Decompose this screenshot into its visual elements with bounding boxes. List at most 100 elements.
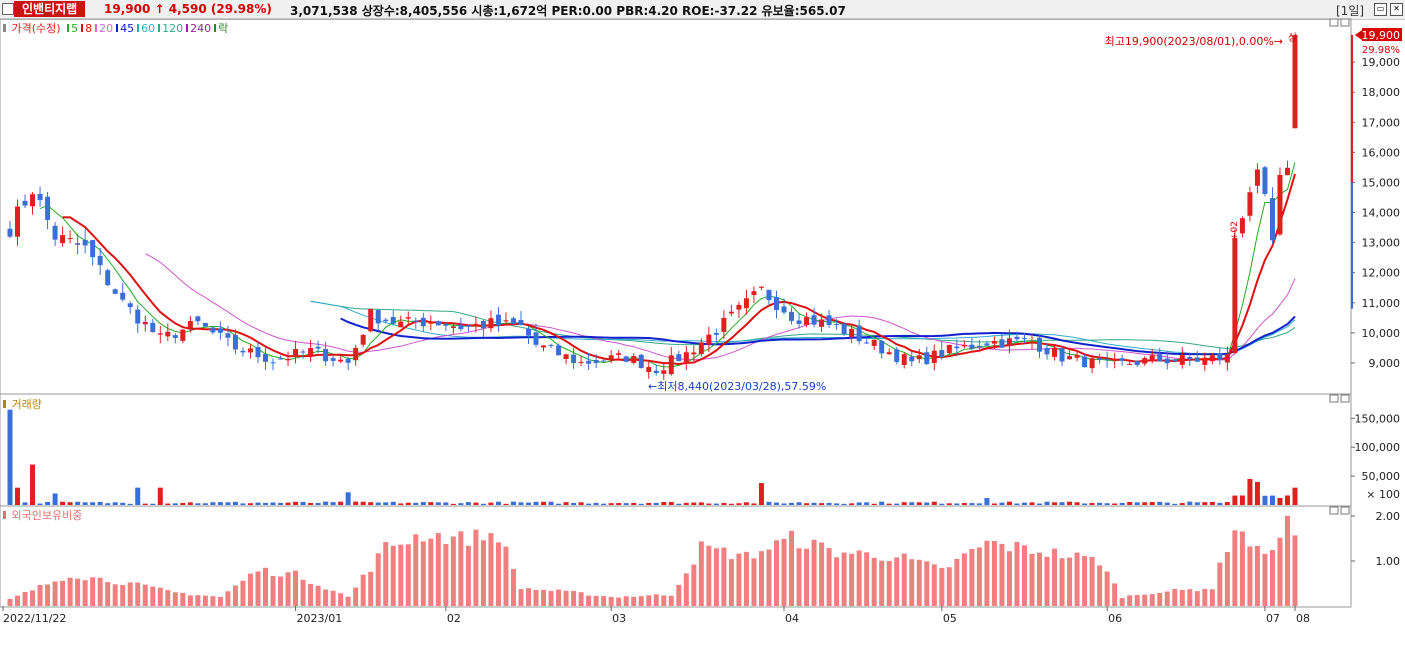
panel-minimize-icon xyxy=(1329,506,1339,515)
foreign-bar xyxy=(142,584,148,606)
foreign-bar xyxy=(390,545,396,606)
volume-bar xyxy=(706,503,712,505)
candle-body xyxy=(1021,338,1027,340)
foreign-bar xyxy=(886,560,892,606)
ma20-line xyxy=(145,253,1296,361)
candle-body xyxy=(480,320,486,329)
volume-bar xyxy=(157,487,163,505)
candle-body xyxy=(232,335,238,350)
y-tick-label: 15,000 xyxy=(1362,176,1401,189)
candle-body xyxy=(856,325,862,342)
foreign-bar xyxy=(894,557,900,606)
volume-bar xyxy=(120,502,126,505)
foreign-handle-icon[interactable] xyxy=(3,511,6,519)
y-tick-label: 19,000 xyxy=(1362,56,1401,69)
candle-body xyxy=(676,354,682,362)
foreign-bar xyxy=(240,580,246,606)
candle-body xyxy=(533,332,539,345)
ma120-line xyxy=(310,300,1296,350)
volume-bar xyxy=(984,498,990,505)
foreign-bar xyxy=(345,596,351,606)
foreign-bar xyxy=(541,589,547,606)
foreign-bar xyxy=(278,576,284,606)
volume-bar xyxy=(495,501,501,505)
candle-body xyxy=(1262,167,1268,194)
foreign-bar xyxy=(924,561,930,606)
foreign-bar xyxy=(706,545,712,606)
foreign-bar xyxy=(285,572,291,606)
volume-bar xyxy=(781,503,787,505)
foreign-bar xyxy=(804,548,810,606)
volume-bar xyxy=(916,502,922,505)
candle-body xyxy=(165,331,171,337)
volume-bar xyxy=(75,501,81,505)
candle-body xyxy=(398,321,404,328)
period-selector[interactable]: [1일] xyxy=(1336,4,1365,18)
candle-body xyxy=(435,321,441,326)
stock-name[interactable]: 인밴티지랩 xyxy=(14,1,86,17)
volume-legend: 거래량 xyxy=(3,396,45,412)
foreign-bar xyxy=(232,585,238,606)
foreign-bar xyxy=(976,547,982,606)
volume-bar xyxy=(1112,503,1118,505)
restore-window-icon[interactable]: ▭ xyxy=(1374,3,1387,16)
foreign-bar xyxy=(661,595,667,606)
foreign-bar xyxy=(638,596,644,606)
volume-bar xyxy=(232,501,238,505)
candle-body xyxy=(1029,341,1035,344)
ma-legend-marker xyxy=(214,24,217,32)
ma-legend-label: 120 xyxy=(162,22,184,35)
candle-body xyxy=(465,325,471,327)
volume-bar xyxy=(112,502,118,505)
candle-body xyxy=(375,309,381,324)
volume-bar xyxy=(586,503,592,505)
volume-bar xyxy=(225,502,231,505)
foreign-bar xyxy=(1021,545,1027,606)
candle-body xyxy=(458,325,464,330)
candle-body xyxy=(180,329,186,341)
x-tick-label: 2023/01 xyxy=(297,612,343,625)
volume-bar xyxy=(217,502,223,505)
window-corner-icon[interactable] xyxy=(2,3,14,15)
foreign-bar xyxy=(571,590,577,606)
foreign-bar xyxy=(826,548,832,606)
volume-bar xyxy=(1044,501,1050,505)
volume-bar xyxy=(105,503,111,505)
volume-bar xyxy=(293,501,299,505)
panel-handle-icon[interactable] xyxy=(3,24,6,32)
foreign-bar xyxy=(653,594,659,606)
candle-body xyxy=(1247,192,1253,216)
foreign-bar xyxy=(811,539,817,606)
volume-bar xyxy=(969,503,975,505)
volume-bar xyxy=(127,503,133,505)
top-info-bar: 인밴티지랩 19,900 ↑ 4,590 (29.98%) 3,071,538 … xyxy=(0,0,1405,20)
volume-bar xyxy=(541,501,547,505)
foreign-bar xyxy=(180,592,186,606)
candle-body xyxy=(1097,358,1103,361)
ma60-line xyxy=(310,300,1296,355)
volume-handle-icon[interactable] xyxy=(3,400,6,408)
candle-body xyxy=(67,238,73,240)
volume-bar xyxy=(578,502,584,505)
volume-bar xyxy=(871,503,877,505)
foreign-bar xyxy=(728,559,734,606)
volume-bar xyxy=(811,502,817,505)
volume-tick-label: 150,000 xyxy=(1355,412,1401,425)
panel-minimize-icon xyxy=(1329,394,1339,403)
foreign-tick-label: 2.00 xyxy=(1376,510,1401,523)
candle-body xyxy=(97,256,103,266)
foreign-bar xyxy=(1284,515,1290,606)
volume-bar xyxy=(931,501,937,505)
volume-bar xyxy=(766,501,772,505)
foreign-bar xyxy=(323,589,329,606)
foreign-bar xyxy=(1202,588,1208,606)
candle-body xyxy=(52,225,58,240)
volume-bar xyxy=(1254,481,1260,505)
candle-body xyxy=(330,358,336,361)
foreign-bar xyxy=(75,578,81,606)
foreign-bar xyxy=(1112,583,1118,606)
ma8-line xyxy=(62,173,1296,366)
close-window-icon[interactable]: ✕ xyxy=(1390,3,1403,16)
volume-bar xyxy=(1119,502,1125,505)
